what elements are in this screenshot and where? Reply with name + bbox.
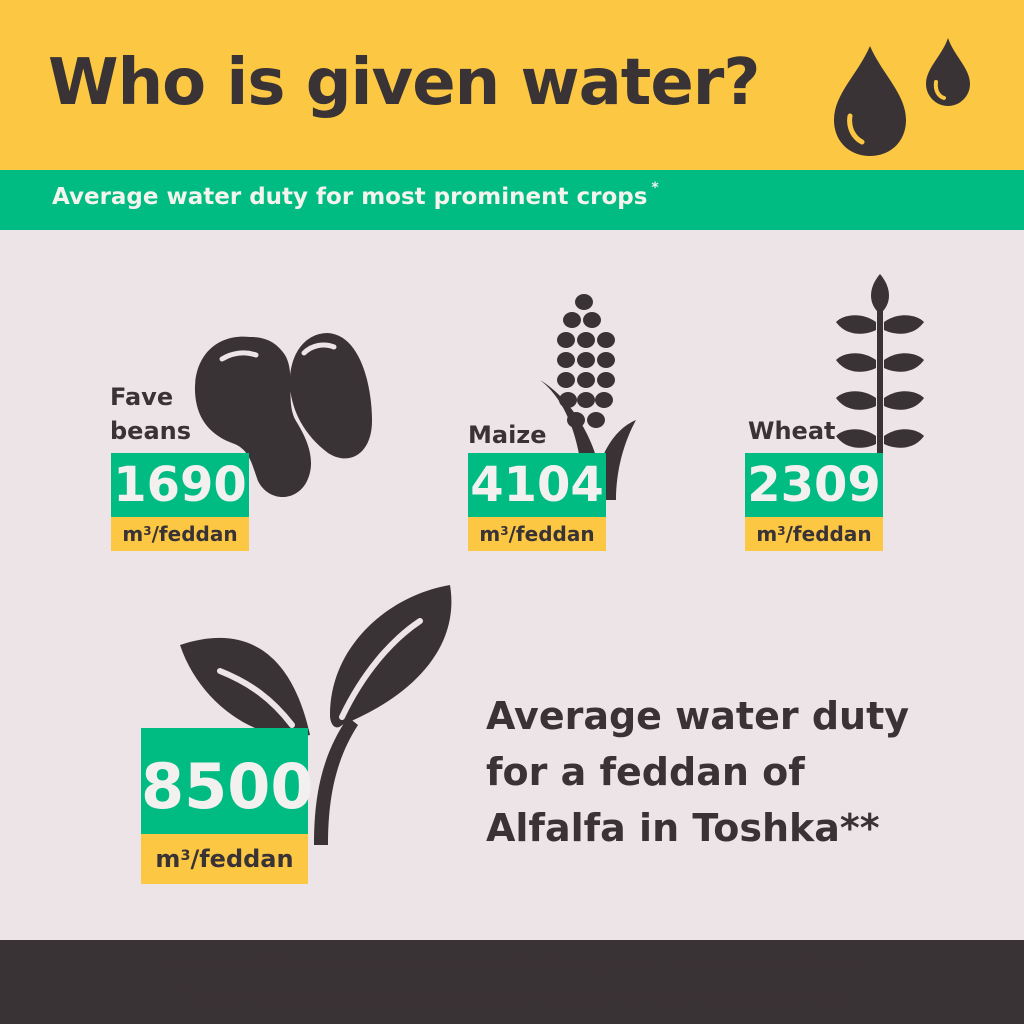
alfalfa-description: Average water duty for a feddan of Alfal… — [486, 694, 910, 850]
water-drops-icon — [834, 38, 970, 156]
crop-label-maize: Maize — [468, 421, 547, 449]
crop-unit-maize: m3/feddan — [468, 517, 606, 551]
crop-value-fave-beans: 1690 — [111, 453, 249, 517]
crop-unit-wheat: m3/feddan — [745, 517, 883, 551]
crop-value-wheat: 2309 — [745, 453, 883, 517]
wheat-icon — [836, 274, 924, 494]
corn-icon — [540, 294, 636, 500]
alfalfa-unit: m3/feddan — [141, 834, 308, 884]
crop-value-maize: 4104 — [468, 453, 606, 517]
footnote-2: ** Source: Technical recommendations for … — [179, 986, 845, 1005]
footer — [0, 940, 1024, 1024]
sprout-icon — [180, 585, 452, 845]
crop-label-fave-beans: Fave beans — [110, 383, 192, 445]
page-title: Who is given water? — [48, 46, 760, 120]
beans-icon — [194, 333, 372, 498]
subheader-bar — [0, 170, 1024, 230]
crop-unit-fave-beans: m3/feddan — [111, 517, 249, 551]
footnote-1: * Source: annual bulletin of irrigation a… — [158, 952, 866, 971]
subheader-text: Average water duty for most prominent cr… — [52, 180, 659, 210]
alfalfa-value: 8500 — [141, 728, 314, 834]
crop-label-wheat: Wheat — [748, 417, 836, 445]
